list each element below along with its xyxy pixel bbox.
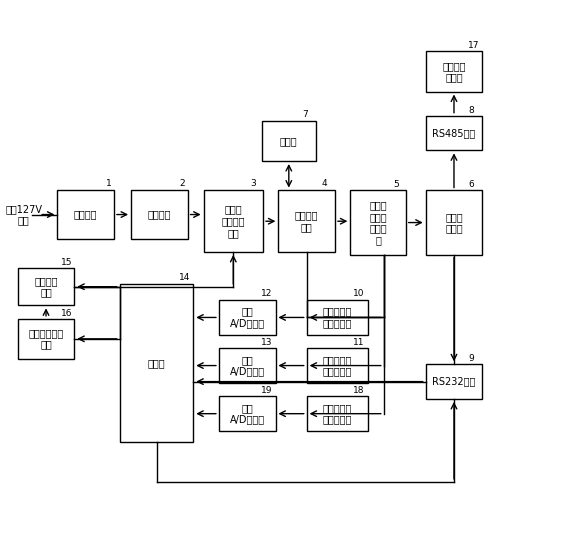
Bar xyxy=(120,284,193,442)
Bar xyxy=(219,300,275,335)
Text: 功率变
换及输出
电路: 功率变 换及输出 电路 xyxy=(222,205,245,238)
Text: 锂电池: 锂电池 xyxy=(280,136,298,146)
Text: 第三电压电
流变送电路: 第三电压电 流变送电路 xyxy=(323,403,352,425)
Text: 第三
A/D转换器: 第三 A/D转换器 xyxy=(229,403,265,425)
Bar xyxy=(307,300,368,335)
Text: 6: 6 xyxy=(468,180,474,189)
Text: 11: 11 xyxy=(353,338,364,347)
Text: 12: 12 xyxy=(261,289,273,299)
Text: 第一电压电
流变送电路: 第一电压电 流变送电路 xyxy=(323,307,352,328)
Text: 2: 2 xyxy=(179,179,185,188)
Bar xyxy=(425,364,482,399)
Bar xyxy=(219,348,275,383)
Text: 17: 17 xyxy=(468,41,479,50)
Bar xyxy=(57,190,114,239)
Text: 4: 4 xyxy=(321,179,327,188)
Bar xyxy=(425,51,482,92)
Bar xyxy=(262,121,316,161)
Bar xyxy=(350,190,406,255)
Text: 整流电路: 整流电路 xyxy=(74,210,98,220)
Bar xyxy=(18,319,74,359)
Text: 3: 3 xyxy=(250,179,256,188)
Text: 13: 13 xyxy=(261,338,273,347)
Text: 5: 5 xyxy=(393,180,399,189)
Text: 充电管理
电路: 充电管理 电路 xyxy=(295,211,319,232)
Bar xyxy=(425,116,482,151)
Bar xyxy=(425,190,482,255)
Text: 7: 7 xyxy=(303,110,308,120)
Text: 10: 10 xyxy=(353,289,364,299)
Bar xyxy=(131,190,187,239)
Text: 第一
A/D转换器: 第一 A/D转换器 xyxy=(229,307,265,328)
Bar xyxy=(278,190,335,252)
Text: 18: 18 xyxy=(353,386,364,394)
Bar xyxy=(18,268,74,306)
Text: 19: 19 xyxy=(261,386,273,394)
Text: 光电隔离驱动
电路: 光电隔离驱动 电路 xyxy=(28,328,64,349)
Text: 8: 8 xyxy=(468,106,474,115)
Bar xyxy=(307,348,368,383)
Text: 上位机监
控系统: 上位机监 控系统 xyxy=(442,61,466,83)
Text: 交流127V
输入: 交流127V 输入 xyxy=(5,204,42,225)
Bar xyxy=(307,396,368,431)
Text: 单片机: 单片机 xyxy=(148,358,165,368)
Text: 第二
A/D转换器: 第二 A/D转换器 xyxy=(229,355,265,376)
Text: 双重过
流过压
保护电
路: 双重过 流过压 保护电 路 xyxy=(369,200,387,245)
Text: 14: 14 xyxy=(179,273,190,282)
Text: RS232接口: RS232接口 xyxy=(432,377,475,386)
Text: 矿用本
安分站: 矿用本 安分站 xyxy=(445,212,463,233)
Text: 16: 16 xyxy=(61,309,73,318)
Bar xyxy=(203,190,263,252)
Text: 脉宽调制
电路: 脉宽调制 电路 xyxy=(34,276,58,297)
Bar xyxy=(219,396,275,431)
Text: 9: 9 xyxy=(468,354,474,363)
Text: 1: 1 xyxy=(106,179,111,188)
Text: 15: 15 xyxy=(61,258,73,267)
Text: 第二电压电
流变送电路: 第二电压电 流变送电路 xyxy=(323,355,352,376)
Text: 滤波电路: 滤波电路 xyxy=(148,210,171,220)
Text: RS485接口: RS485接口 xyxy=(432,128,475,138)
